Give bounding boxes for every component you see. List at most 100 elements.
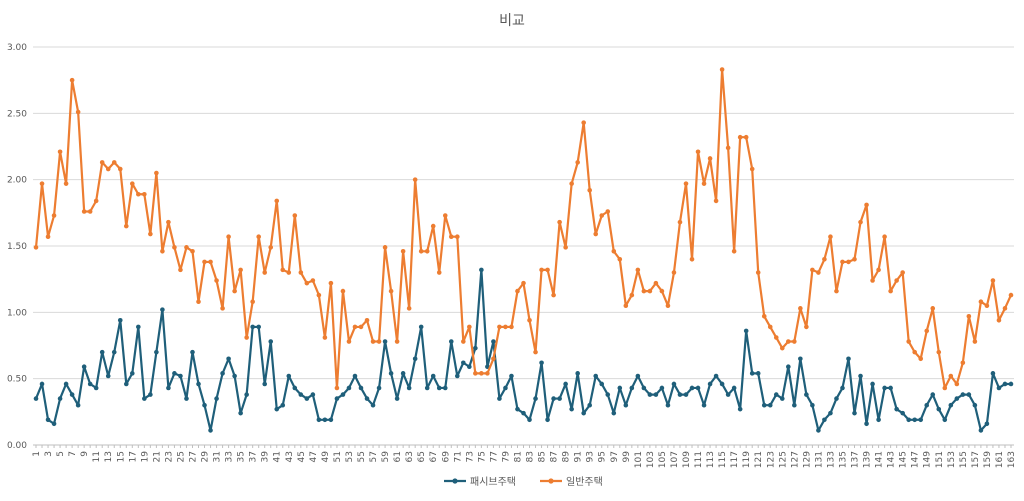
x-tick-label: 17 [128, 451, 138, 462]
x-tick-label: 125 [778, 451, 788, 468]
x-tick-label: 159 [983, 451, 993, 468]
data-point [256, 324, 261, 330]
x-tick-label: 155 [959, 451, 969, 468]
data-point [713, 373, 719, 379]
data-point [316, 292, 322, 298]
data-point [226, 356, 231, 362]
data-point [117, 166, 123, 172]
data-point [767, 402, 773, 408]
data-point [400, 249, 406, 254]
data-point [990, 278, 996, 283]
data-point [424, 249, 430, 254]
legend-swatch-marker [548, 478, 554, 484]
data-point [683, 181, 689, 186]
data-point [858, 373, 863, 379]
series-markers-2 [33, 67, 1014, 391]
data-point [822, 417, 827, 423]
x-tick-label: 137 [851, 451, 861, 468]
data-point [1002, 306, 1008, 311]
data-point [587, 402, 592, 408]
data-point [1008, 292, 1014, 298]
series-lines [33, 67, 1014, 433]
data-point [713, 198, 719, 204]
data-point [154, 170, 159, 176]
x-tick-label: 29 [201, 451, 211, 463]
x-tick-label: 11 [92, 451, 102, 462]
data-point [226, 234, 231, 240]
data-point [467, 364, 472, 370]
data-point [202, 402, 207, 408]
data-point [136, 324, 141, 330]
data-point [581, 410, 586, 416]
data-point [647, 392, 653, 397]
data-point [455, 234, 460, 240]
x-tick-label: 21 [152, 451, 162, 462]
data-point [178, 373, 183, 379]
data-point [430, 373, 436, 379]
data-point [274, 198, 280, 204]
data-point [75, 109, 81, 115]
x-tick-label: 1 [32, 451, 42, 457]
data-point [190, 349, 195, 355]
data-point [930, 392, 936, 397]
data-point [786, 339, 791, 344]
data-point [876, 267, 881, 273]
data-point [412, 177, 418, 182]
data-point [298, 270, 304, 275]
data-point [497, 396, 502, 401]
y-tick-label: 0.50 [7, 375, 27, 385]
data-point [154, 349, 159, 355]
x-tick-label: 91 [574, 451, 584, 462]
data-point [575, 160, 580, 165]
x-tick-label: 19 [140, 451, 150, 463]
x-tick-label: 131 [814, 451, 824, 468]
data-point [461, 360, 466, 366]
data-point [677, 392, 683, 397]
data-point [172, 245, 177, 250]
data-point [93, 198, 99, 204]
data-point [304, 280, 310, 286]
data-point [334, 385, 340, 391]
data-point [479, 371, 484, 376]
data-point [57, 396, 63, 401]
data-point [749, 371, 755, 376]
data-point [936, 406, 942, 412]
x-tick-label: 121 [754, 451, 764, 468]
x-tick-label: 105 [658, 451, 668, 468]
data-point [647, 288, 653, 294]
data-point [39, 181, 45, 186]
x-tick-label: 25 [176, 451, 186, 462]
data-point [990, 371, 996, 376]
data-point [587, 187, 592, 193]
data-point [828, 410, 833, 416]
data-point [984, 303, 990, 309]
data-point [515, 406, 520, 412]
data-point [268, 245, 274, 250]
data-point [51, 421, 57, 427]
x-tick-label: 13 [104, 451, 114, 462]
data-point [966, 392, 972, 397]
data-point [310, 392, 316, 397]
data-point [448, 234, 454, 240]
x-tick-label: 143 [887, 451, 897, 468]
data-point [629, 385, 635, 391]
data-point [617, 256, 623, 262]
data-point [539, 360, 544, 366]
x-tick-label: 81 [513, 451, 523, 462]
data-point [39, 381, 45, 387]
data-point [846, 259, 851, 265]
data-point [900, 410, 905, 416]
data-point [539, 267, 544, 273]
data-point [515, 288, 520, 294]
data-point [461, 339, 466, 344]
x-tick-label: 3 [44, 451, 54, 457]
legend-label: 일반주택 [566, 476, 603, 488]
x-tick-label: 117 [730, 451, 740, 468]
data-point [804, 392, 809, 397]
data-point [310, 278, 316, 283]
data-point [160, 249, 165, 254]
data-point [755, 270, 761, 275]
data-point [984, 421, 990, 427]
x-tick-label: 85 [538, 451, 548, 462]
x-tick-label: 47 [309, 451, 319, 462]
